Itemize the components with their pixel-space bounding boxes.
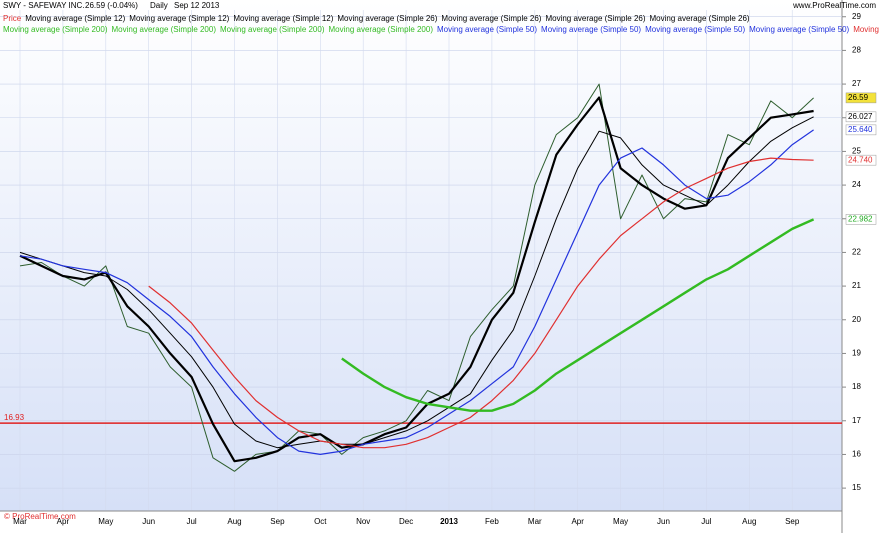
y-axis-strip — [842, 0, 880, 533]
x-tick-label: Jul — [701, 517, 711, 526]
quote: 26.59 (-0.04%) — [85, 1, 138, 10]
series-line — [148, 157, 814, 449]
x-tick-label: Apr — [571, 517, 584, 526]
x-tick-label: Mar — [13, 517, 27, 526]
x-tick-label: Aug — [227, 517, 241, 526]
y-tick-label: 21 — [852, 281, 861, 290]
legend-entry: Moving average (Simple 26) — [650, 14, 750, 23]
price-badge-label: 25.640 — [848, 125, 873, 134]
series-line — [19, 96, 814, 463]
series-line — [19, 129, 814, 455]
x-tick-label: Mar — [528, 517, 542, 526]
x-tick-label: May — [98, 517, 113, 526]
series-line — [19, 83, 814, 472]
y-tick-label: 19 — [852, 349, 861, 358]
x-tick-label: Feb — [485, 517, 499, 526]
price-badge-label: 26.027 — [848, 112, 873, 121]
x-tick-label: Dec — [399, 517, 413, 526]
legend-entry: Moving average (Simple 200) — [112, 25, 217, 34]
legend-entry: Moving average (Simple 26) — [441, 14, 541, 23]
price-badge — [845, 214, 877, 225]
x-tick-label: 2013 — [440, 517, 458, 526]
legend-entry: Moving average (Simple 12) — [25, 14, 125, 23]
level-label: 16.93 — [4, 413, 25, 422]
series-line — [341, 218, 815, 412]
site: www.ProRealTime.com — [792, 1, 876, 10]
legend-entry: Moving average (Simple 200) — [329, 25, 434, 34]
plot-background — [0, 0, 842, 511]
legend-entry: Moving average (Simple 50) — [645, 25, 745, 34]
x-tick-label: Sep — [270, 517, 285, 526]
legend-entry: Moving average (Simple 200) — [3, 25, 108, 34]
legend-entry: Moving average (Simple 50) — [749, 25, 849, 34]
series-line — [19, 116, 814, 449]
y-tick-label: 16 — [852, 450, 861, 459]
x-tick-label: Aug — [742, 517, 756, 526]
price-badge-label: 24.740 — [848, 155, 873, 164]
x-tick-label: Sep — [785, 517, 800, 526]
y-tick-label: 29 — [852, 12, 861, 21]
price-badge-label: 22.982 — [848, 214, 873, 223]
date: Sep 12 2013 — [174, 1, 220, 10]
y-tick-label: 17 — [852, 416, 861, 425]
x-tick-label: Jun — [657, 517, 670, 526]
x-tick-label: Apr — [57, 517, 70, 526]
y-tick-label: 18 — [852, 382, 861, 391]
y-tick-label: 24 — [852, 180, 861, 189]
legend-entry: Moving average (Simple 50) — [437, 25, 537, 34]
y-tick-label: 27 — [852, 79, 861, 88]
y-tick-label: 22 — [852, 248, 861, 257]
price-badge — [845, 111, 877, 123]
legend-entry: Moving average (Simple 26) — [337, 14, 437, 23]
y-tick-label: 20 — [852, 315, 861, 324]
price-badge — [845, 92, 877, 104]
legend-entry: Moving average (Simple 12) — [129, 14, 229, 23]
x-tick-label: Oct — [314, 517, 327, 526]
x-tick-label: Jul — [186, 517, 196, 526]
chart-title: SWY - SAFEWAY INC. — [3, 1, 85, 10]
x-tick-label: Nov — [356, 517, 370, 526]
x-tick-label: May — [613, 517, 628, 526]
period: Daily — [150, 1, 168, 10]
x-axis-strip — [0, 511, 842, 533]
y-tick-label: 25 — [852, 147, 861, 156]
x-tick-label: Jun — [142, 517, 155, 526]
price-badge — [845, 124, 877, 136]
legend-entry: Moving average (Simple 26) — [545, 14, 645, 23]
y-tick-label: 28 — [852, 46, 861, 55]
y-tick-label: 15 — [852, 483, 861, 492]
legend-entry: Price — [3, 14, 22, 23]
legend-entry: Moving average (Simple 200) — [220, 25, 325, 34]
legend-entry: Moving average (Simple 100) — [853, 25, 880, 34]
price-badge — [845, 154, 877, 166]
price-badge-label: 26.59 — [848, 93, 869, 102]
legend-entry: Moving average (Simple 50) — [541, 25, 641, 34]
legend-entry: Moving average (Simple 12) — [233, 14, 333, 23]
watermark: © ProRealTime.com — [4, 512, 76, 521]
